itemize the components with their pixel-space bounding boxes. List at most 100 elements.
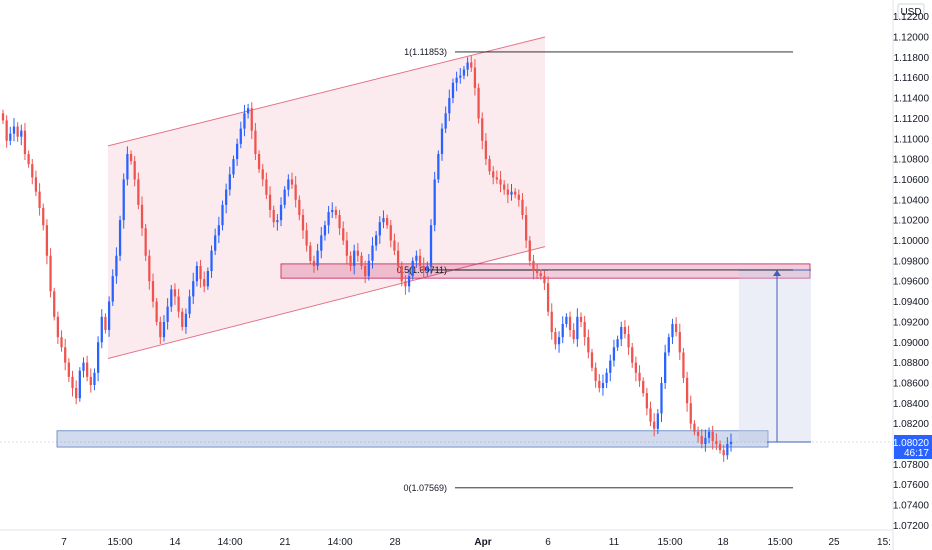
candle [111, 269, 114, 306]
candle-body [451, 82, 455, 99]
candle-body [181, 311, 184, 327]
candle-body [56, 316, 60, 338]
candle [246, 103, 250, 119]
candle-body [367, 260, 370, 277]
candle [137, 172, 140, 210]
candle [693, 420, 696, 436]
candle-body [693, 423, 696, 432]
candle-body [166, 306, 169, 322]
candle [451, 78, 455, 104]
x-tick-label: 21 [279, 537, 291, 548]
x-tick-label: 15:00 [107, 537, 132, 548]
candle [631, 342, 634, 368]
candle [126, 146, 129, 186]
candle-body [356, 250, 359, 256]
time-axis[interactable]: 7 15:00 14 14:00 21 14:00 28 Apr 6 11 15:00 18 15:00… [0, 529, 893, 548]
candle-body [371, 245, 374, 261]
price-channel[interactable] [108, 37, 545, 359]
channel-upper-line[interactable] [107, 36, 546, 147]
candle [678, 323, 681, 361]
y-tick-label: 1.08400 [893, 399, 930, 410]
candle [93, 368, 96, 391]
candle-body [631, 347, 634, 363]
candle [437, 150, 440, 184]
candle [155, 297, 158, 326]
candle [572, 323, 575, 344]
candle [488, 155, 491, 175]
candle [700, 429, 703, 449]
candle [20, 124, 23, 146]
candle [250, 102, 253, 140]
fib-retracement[interactable]: 1(1.11853) 0.5(1.09711) 0(1.07569) [397, 47, 793, 493]
candle-body [1, 113, 5, 121]
candle-body [568, 316, 572, 331]
support-zone[interactable] [56, 430, 769, 448]
candle-body [678, 332, 681, 353]
candle-body [404, 281, 407, 287]
drawings[interactable]: 1(1.11853) 0.5(1.09711) 0(1.07569) [56, 36, 811, 493]
projection-box[interactable] [739, 270, 811, 442]
candle-body [711, 431, 714, 441]
candle-body [554, 332, 557, 345]
candle-body [488, 159, 491, 172]
candle-body [45, 225, 49, 256]
y-tick-label: 1.11000 [894, 134, 930, 145]
candle [316, 243, 319, 271]
y-tick-label: 1.07600 [893, 480, 930, 491]
price-axis[interactable]: USD 1.122001.120001.118001.116001.114001… [892, 0, 932, 550]
candle-body [583, 321, 586, 338]
candle [601, 374, 605, 396]
candle [455, 71, 458, 92]
candle-body [543, 276, 546, 284]
candle-body [722, 450, 725, 456]
candle-body [294, 184, 297, 200]
candle-body [38, 191, 41, 208]
candle [660, 376, 663, 422]
projection-arrow-head [773, 270, 781, 277]
candle [290, 172, 294, 189]
candle-body [323, 225, 327, 236]
candle [82, 357, 85, 378]
candle [56, 311, 60, 344]
candle-body [287, 179, 290, 190]
candle-body [378, 222, 381, 236]
candle [9, 126, 12, 146]
candle [634, 356, 638, 382]
candle [353, 244, 356, 275]
candle [53, 287, 56, 321]
resistance-zone[interactable] [280, 263, 811, 279]
candle [78, 367, 81, 402]
candle-body [620, 326, 623, 340]
y-tick-label: 1.12200 [893, 12, 930, 23]
candle-body [601, 382, 605, 389]
candle [235, 138, 239, 166]
candle [649, 401, 652, 426]
candle-body [20, 130, 23, 137]
candle [707, 427, 711, 444]
candle [192, 272, 195, 305]
candle-body [557, 337, 561, 345]
candle-body [12, 126, 16, 134]
candle [129, 150, 133, 165]
candle-body [34, 177, 38, 192]
candle-body [433, 179, 436, 226]
candle-body [133, 161, 136, 180]
candle-body [627, 334, 630, 348]
candle-body [239, 128, 242, 144]
candle [276, 214, 279, 231]
channel-lower-line[interactable] [107, 246, 546, 360]
candle [495, 170, 499, 184]
candle [616, 335, 619, 351]
candle [477, 83, 480, 124]
candle-body [129, 154, 133, 162]
candle [506, 183, 509, 204]
current-price-badge [894, 435, 932, 459]
candle-body [623, 326, 627, 335]
candle-body [674, 323, 678, 333]
candle [514, 188, 517, 199]
candle-body [525, 215, 528, 241]
candle [320, 226, 323, 259]
x-tick-label: 7 [61, 537, 67, 548]
candle [217, 216, 220, 244]
